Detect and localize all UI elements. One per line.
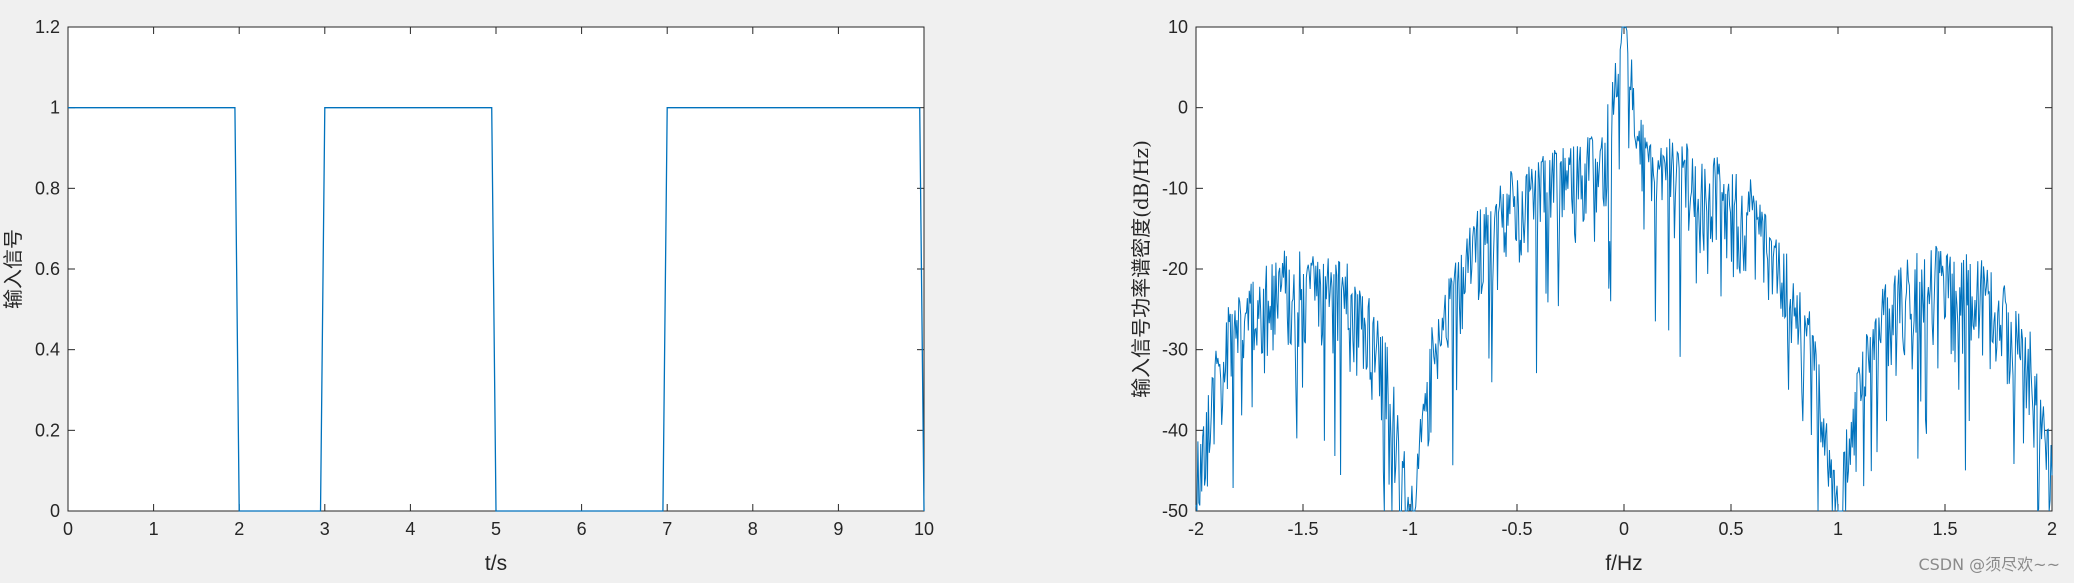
time-signal-line: [68, 107, 925, 512]
y-tick-label: 1: [50, 98, 60, 118]
y-tick-label: -10: [1162, 178, 1188, 198]
y-tick-label: 0: [50, 501, 60, 521]
y-tick-label: -50: [1162, 501, 1188, 521]
x-tick-label: 1: [1833, 519, 1843, 539]
time-x-axis-label: t/s: [485, 552, 507, 575]
y-tick-label: 0: [1178, 98, 1188, 118]
time-y-axis-label: 输入信号: [1, 229, 25, 309]
x-tick-label: -1.5: [1287, 519, 1318, 539]
x-tick-label: -2: [1188, 519, 1204, 539]
x-tick-label: 3: [320, 519, 330, 539]
y-tick-label: -40: [1162, 420, 1188, 440]
watermark: CSDN @须尽欢~~: [1918, 555, 2060, 574]
y-tick-label: 0.8: [35, 178, 60, 198]
x-tick-label: 6: [577, 519, 587, 539]
psd-y-ticks: -50 -40 -30 -20 -10 0 10: [1162, 17, 2052, 521]
y-tick-label: 0.4: [35, 340, 60, 360]
x-tick-label: 5: [491, 519, 501, 539]
x-tick-label: 7: [662, 519, 672, 539]
y-tick-label: 0.6: [35, 259, 60, 279]
x-tick-label: 10: [914, 519, 934, 539]
x-tick-label: 8: [748, 519, 758, 539]
psd-axes: -2 -1.5 -1 -0.5 0 0.5 1 1.5 2 -50 -40 -30 -20 -10 0 10…: [1129, 17, 2057, 575]
x-tick-label: 2: [234, 519, 244, 539]
y-tick-label: -30: [1162, 340, 1188, 360]
x-tick-label: -1: [1402, 519, 1418, 539]
time-y-ticks: 0 0.2 0.4 0.6 0.8 1 1.2: [35, 17, 924, 521]
y-tick-label: 1.2: [35, 17, 60, 37]
x-tick-label: 2: [2047, 519, 2057, 539]
psd-line: [1195, 26, 2053, 512]
x-tick-label: 9: [833, 519, 843, 539]
y-tick-label: 0.2: [35, 420, 60, 440]
x-tick-label: 4: [405, 519, 415, 539]
psd-x-ticks: -2 -1.5 -1 -0.5 0 0.5 1 1.5 2: [1188, 27, 2057, 539]
psd-y-axis-label: 输入信号功率谱密度(dB/Hz): [1129, 140, 1153, 398]
x-tick-label: 0: [1619, 519, 1629, 539]
time-plot-area: [67, 26, 925, 512]
x-tick-label: -0.5: [1501, 519, 1532, 539]
x-tick-label: 1.5: [1932, 519, 1957, 539]
y-tick-label: 10: [1168, 17, 1188, 37]
x-tick-label: 1: [149, 519, 159, 539]
psd-x-axis-label: f/Hz: [1605, 552, 1642, 575]
y-tick-label: -20: [1162, 259, 1188, 279]
time-domain-axes: 0 1 2 3 4 5 6 7 8 9 10 0 0.2 0.4 0.6 0.8 1 1.2 t/s 输入信号: [1, 17, 934, 575]
x-tick-label: 0.5: [1718, 519, 1743, 539]
x-tick-label: 0: [63, 519, 73, 539]
